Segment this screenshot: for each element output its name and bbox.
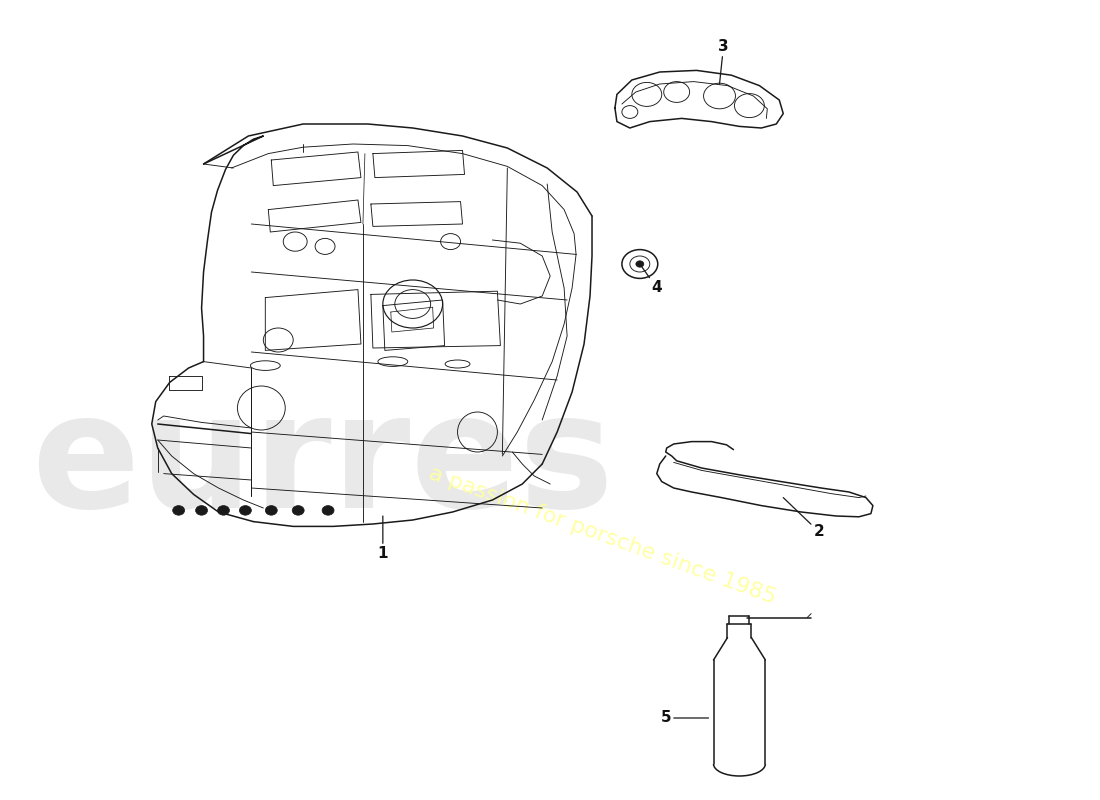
Text: eurres: eurres [32,386,615,542]
Circle shape [173,506,185,515]
Circle shape [621,106,638,118]
Text: a passion for porsche since 1985: a passion for porsche since 1985 [426,464,779,608]
Circle shape [196,506,208,515]
Text: 5: 5 [660,710,708,726]
Text: 1: 1 [377,516,388,561]
Circle shape [293,506,305,515]
Text: 2: 2 [783,498,825,539]
Circle shape [636,261,644,267]
Text: 3: 3 [718,39,729,84]
Circle shape [240,506,252,515]
Circle shape [218,506,230,515]
Text: 4: 4 [640,264,662,295]
Circle shape [322,506,334,515]
Circle shape [265,506,277,515]
